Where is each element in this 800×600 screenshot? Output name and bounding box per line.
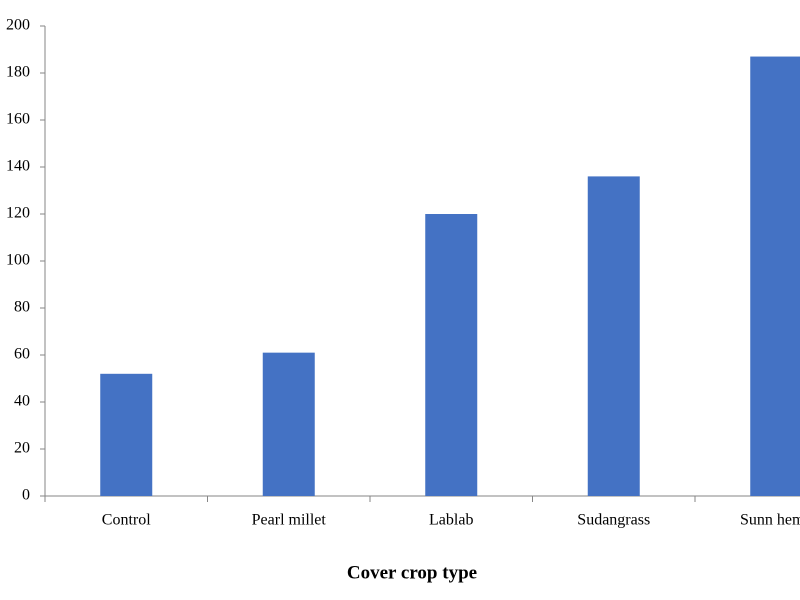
y-tick-label: 120 <box>6 205 30 222</box>
y-tick-label: 60 <box>14 346 30 363</box>
x-tick-label: Sudangrass <box>577 512 650 529</box>
y-tick-label: 160 <box>6 111 30 128</box>
x-tick-label: Sunn hemp <box>740 512 800 529</box>
x-tick-label: Lablab <box>429 512 473 529</box>
y-tick-label: 140 <box>6 158 30 175</box>
y-tick-label: 80 <box>14 299 30 316</box>
x-tick-label: Pearl millet <box>252 512 327 529</box>
y-tick-label: 200 <box>6 17 30 34</box>
y-tick-label: 180 <box>6 64 30 81</box>
y-tick-label: 40 <box>14 393 30 410</box>
y-tick-label: 0 <box>22 487 30 504</box>
bar <box>587 176 640 496</box>
bar <box>100 373 153 496</box>
x-tick-label: Control <box>102 512 151 529</box>
y-tick-label: 100 <box>6 252 30 269</box>
x-axis-title: Cover crop type <box>347 562 477 583</box>
y-tick-label: 20 <box>14 440 30 457</box>
bar <box>425 214 478 496</box>
bar <box>750 56 800 497</box>
bar <box>262 352 315 496</box>
